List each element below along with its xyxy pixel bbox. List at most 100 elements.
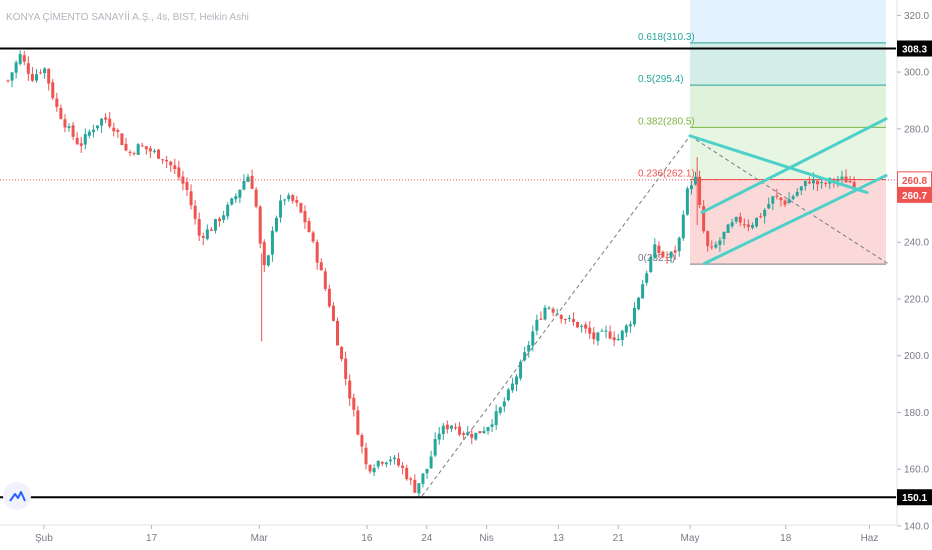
candle-body [799,186,803,191]
candle-body [702,206,706,232]
fib-zone [690,0,886,43]
price-badge-label: 150.1 [902,493,927,504]
fibonacci-retracement[interactable]: 0.618(310.3) 0.5(295.4) 0.382(280.5) 0.236(… [638,0,886,265]
candle-body [148,148,152,152]
candle-body [580,325,584,327]
candle-body [177,167,181,178]
time-axis[interactable]: Şub 17 Mar 16 24 Nis 13 21 May 18 Haz [0,524,897,544]
candle-body [478,431,482,434]
candle-body [193,205,197,219]
candle-body [319,262,323,271]
candle-body [246,176,250,182]
candle-body [486,427,490,432]
price-badge-label: 260.7 [902,191,927,202]
candle-body [47,68,51,84]
candle-body [551,308,555,313]
candle-body [388,459,392,462]
candle-body [734,217,738,222]
candle-body [222,215,226,220]
candle-body [169,161,173,166]
candle-body [718,240,722,245]
candle-body [132,153,136,155]
candle-body [791,196,795,200]
candle-body [767,204,771,209]
candle-body [376,460,380,467]
candle-body [238,189,242,198]
candle-body [128,151,132,153]
candle-body [637,297,641,310]
candle-body [401,465,405,468]
candle-body [405,467,409,480]
candle-body [596,332,600,341]
drawings[interactable] [421,117,889,497]
candle-body [738,216,742,223]
candle-body [234,196,238,200]
candle-body [352,397,356,410]
candle-body [372,468,376,473]
candle-body [323,271,327,289]
candle-body [604,330,608,332]
candle-body [706,231,710,247]
candle-body [368,465,372,472]
candle-body [295,200,299,203]
candle-body [620,330,624,341]
candle-body [10,72,14,81]
candle-body [840,176,844,179]
candle-body [364,447,368,465]
candle-body [515,376,519,385]
candle-body [230,198,234,205]
tradingview-logo-icon[interactable] [3,482,31,510]
candle-body [612,337,616,341]
candle-body [18,54,22,64]
candle-body [755,217,759,227]
candle-body [527,345,531,352]
candle-body [722,231,726,239]
candle-body [628,324,632,327]
fib-level-label: 0.382(280.5) [638,116,695,127]
candle-body [315,242,319,263]
price-tick-label: 160.0 [904,465,929,476]
candle-body [67,126,71,129]
candle-body [498,407,502,413]
candle-body [726,224,730,233]
time-tick-label: May [681,533,700,544]
candle-body [417,483,421,494]
trendline [700,117,888,214]
candle-body [547,307,551,309]
candle-body [104,117,108,120]
time-tick-label: 17 [146,533,158,544]
candle-body [600,330,604,332]
price-axis[interactable]: 140.0160.0180.0200.0220.0240.0260.0280.0… [896,0,929,532]
candle-body [836,180,840,182]
candle-body [39,72,43,74]
candle-body [100,118,104,126]
candle-body [262,242,266,266]
horizontal-lines[interactable] [0,47,896,499]
candle-body [397,458,401,466]
candle-body [43,68,47,74]
candle-body [584,324,588,329]
candle-body [470,433,474,438]
candle-body [462,433,466,435]
candle-body [173,165,177,170]
candle-body [746,224,750,227]
candle-body [848,181,852,183]
candle-body [218,218,222,222]
candle-body [384,462,388,465]
candle-body [152,150,156,152]
candle-body [409,478,413,480]
candle-body [6,80,10,82]
candle-body [677,237,681,252]
candle-body [112,127,116,132]
time-tick-label: Mar [251,533,269,544]
time-tick-label: Nis [479,533,493,544]
candle-body [95,125,99,129]
candle-body [140,145,144,147]
price-tick-label: 280.0 [904,124,929,135]
trendline [702,174,888,266]
candle-body [189,191,193,206]
candle-body [441,425,445,435]
candle-body [657,245,661,254]
